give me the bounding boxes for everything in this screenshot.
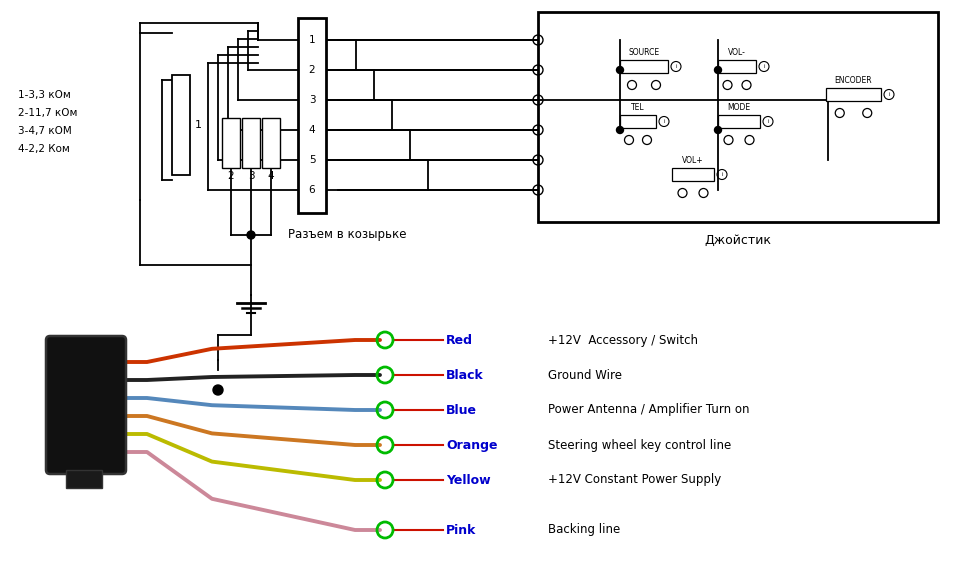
Bar xyxy=(66,470,102,488)
Text: 4-2,2 Ком: 4-2,2 Ком xyxy=(18,144,70,154)
Bar xyxy=(718,60,756,73)
Circle shape xyxy=(213,385,223,395)
Circle shape xyxy=(714,126,722,133)
Bar xyxy=(826,88,881,101)
Text: 3: 3 xyxy=(248,171,254,181)
Text: 3: 3 xyxy=(309,95,315,105)
Bar xyxy=(222,118,240,168)
Text: MODE: MODE xyxy=(728,103,751,112)
Text: 6: 6 xyxy=(309,185,315,195)
Bar xyxy=(298,18,326,213)
Text: ENCODER: ENCODER xyxy=(834,76,873,85)
Text: Steering wheel key control line: Steering wheel key control line xyxy=(548,439,732,452)
Bar xyxy=(242,118,260,168)
Text: i: i xyxy=(888,92,890,97)
Bar xyxy=(718,115,760,128)
Text: i: i xyxy=(675,64,677,69)
Bar xyxy=(620,115,656,128)
Bar xyxy=(538,12,938,222)
Text: Yellow: Yellow xyxy=(446,473,491,486)
Text: 4: 4 xyxy=(309,125,315,135)
FancyBboxPatch shape xyxy=(46,336,126,474)
Text: Orange: Orange xyxy=(446,439,497,452)
Bar xyxy=(620,60,668,73)
Text: 3-4,7 кОМ: 3-4,7 кОМ xyxy=(18,126,72,136)
Text: Разъем в козырьке: Разъем в козырьке xyxy=(288,228,406,241)
Text: Backing line: Backing line xyxy=(548,523,620,536)
Circle shape xyxy=(714,66,722,74)
Text: TEL: TEL xyxy=(631,103,645,112)
Text: 5: 5 xyxy=(309,155,315,165)
Bar xyxy=(172,75,190,175)
Text: Power Antenna / Amplifier Turn on: Power Antenna / Amplifier Turn on xyxy=(548,403,750,416)
Text: VOL-: VOL- xyxy=(728,48,746,57)
Text: 2: 2 xyxy=(228,171,234,181)
Text: 1: 1 xyxy=(195,120,202,130)
Text: 1: 1 xyxy=(309,35,315,45)
Text: Black: Black xyxy=(446,369,484,382)
Text: i: i xyxy=(663,119,664,124)
Circle shape xyxy=(247,231,255,239)
Text: 2: 2 xyxy=(309,65,315,75)
Circle shape xyxy=(616,66,623,74)
Text: +12V Constant Power Supply: +12V Constant Power Supply xyxy=(548,473,721,486)
Text: VOL+: VOL+ xyxy=(683,156,704,165)
Text: +12V  Accessory / Switch: +12V Accessory / Switch xyxy=(548,333,698,346)
Bar xyxy=(672,168,714,181)
Text: 1-3,3 кОм: 1-3,3 кОм xyxy=(18,90,71,100)
Text: Ground Wire: Ground Wire xyxy=(548,369,622,382)
Text: 2-11,7 кОм: 2-11,7 кОм xyxy=(18,108,78,118)
Text: SOURCE: SOURCE xyxy=(629,48,660,57)
Text: Джойстик: Джойстик xyxy=(705,234,772,247)
Text: i: i xyxy=(721,172,723,177)
Bar xyxy=(262,118,280,168)
Text: i: i xyxy=(763,64,765,69)
Text: 4: 4 xyxy=(268,171,275,181)
Circle shape xyxy=(616,126,623,133)
Text: Red: Red xyxy=(446,333,473,346)
Text: Blue: Blue xyxy=(446,403,477,416)
Text: Pink: Pink xyxy=(446,523,476,536)
Text: i: i xyxy=(767,119,769,124)
